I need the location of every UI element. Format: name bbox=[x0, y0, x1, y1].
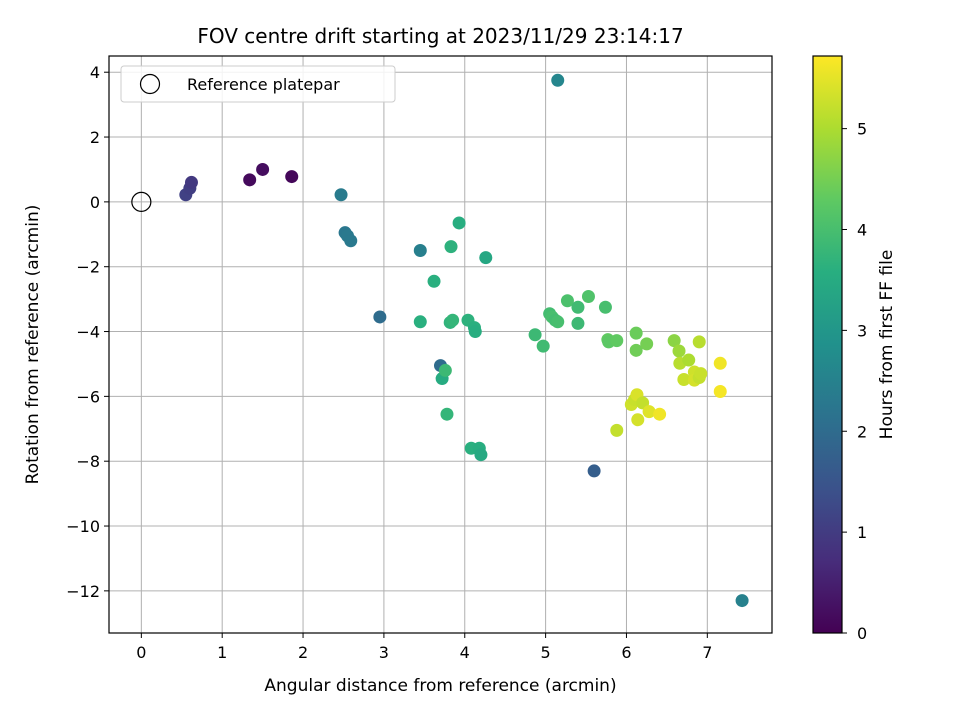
y-axis-label: Rotation from reference (arcmin) bbox=[23, 205, 43, 485]
y-tick-label: 2 bbox=[90, 128, 100, 147]
x-tick-label: 7 bbox=[702, 643, 712, 662]
legend-box bbox=[120, 65, 396, 103]
colorbar-tick-label: 5 bbox=[857, 120, 867, 139]
data-point bbox=[427, 274, 441, 288]
data-point bbox=[285, 170, 299, 184]
colorbar-gradient bbox=[813, 56, 842, 633]
data-point bbox=[692, 335, 706, 349]
x-tick-label: 3 bbox=[379, 643, 389, 662]
data-point bbox=[587, 464, 601, 478]
data-point bbox=[551, 73, 565, 87]
data-point bbox=[713, 385, 727, 399]
data-point bbox=[667, 334, 681, 348]
data-point bbox=[444, 240, 458, 254]
colorbar-tick-label: 3 bbox=[857, 321, 867, 340]
data-point bbox=[581, 290, 595, 304]
data-point bbox=[551, 315, 565, 329]
x-tick-label: 6 bbox=[621, 643, 631, 662]
colorbar-tick-label: 0 bbox=[857, 624, 867, 643]
y-tick-label: −6 bbox=[76, 387, 100, 406]
data-point bbox=[373, 310, 387, 324]
colorbar-label: Hours from first FF file bbox=[877, 250, 897, 440]
data-point bbox=[672, 344, 686, 358]
data-point bbox=[479, 251, 493, 265]
data-point bbox=[446, 313, 460, 327]
data-point bbox=[184, 175, 198, 189]
x-tick-label: 5 bbox=[541, 643, 551, 662]
data-point bbox=[438, 363, 452, 377]
legend-label-reference: Reference platepar bbox=[187, 75, 340, 94]
data-point bbox=[598, 300, 612, 314]
data-point bbox=[713, 356, 727, 370]
x-tick-label: 0 bbox=[136, 643, 146, 662]
colorbar-tick-label: 2 bbox=[857, 422, 867, 441]
plot-area-frame bbox=[108, 55, 773, 634]
data-point bbox=[440, 407, 454, 421]
data-point bbox=[642, 405, 656, 419]
y-tick-label: −12 bbox=[66, 582, 100, 601]
legend: Reference platepar bbox=[120, 65, 396, 103]
data-point bbox=[452, 216, 466, 230]
data-point bbox=[243, 173, 257, 187]
y-tick-label: −4 bbox=[76, 323, 100, 342]
y-axis-ticks: 4 2 0 −2 −4 −6 −8 −10 −12 bbox=[66, 63, 109, 601]
reference-platepar-marker bbox=[131, 191, 152, 212]
data-point bbox=[344, 234, 358, 248]
data-point bbox=[735, 594, 749, 608]
colorbar-tick-label: 4 bbox=[857, 221, 867, 240]
x-tick-label: 1 bbox=[217, 643, 227, 662]
data-point bbox=[629, 343, 643, 357]
x-axis-ticks: 0 1 2 3 4 5 6 7 bbox=[136, 633, 712, 662]
data-point bbox=[682, 353, 696, 367]
x-axis-label: Angular distance from reference (arcmin) bbox=[264, 676, 616, 696]
data-point bbox=[474, 448, 488, 462]
data-point bbox=[571, 300, 585, 314]
x-tick-label: 2 bbox=[298, 643, 308, 662]
x-tick-label: 4 bbox=[460, 643, 470, 662]
data-point bbox=[640, 337, 654, 351]
data-point bbox=[571, 316, 585, 330]
data-point bbox=[256, 162, 270, 176]
data-point bbox=[536, 339, 550, 353]
colorbar: 0 1 2 3 4 5 Hours from first FF file bbox=[812, 55, 897, 643]
y-tick-label: −2 bbox=[76, 258, 100, 277]
y-tick-label: −10 bbox=[66, 517, 100, 536]
legend-reference-marker bbox=[139, 73, 161, 95]
data-points bbox=[131, 73, 749, 608]
data-point bbox=[413, 243, 427, 257]
data-point bbox=[610, 423, 624, 437]
chart-title: FOV centre drift starting at 2023/11/29 … bbox=[197, 24, 683, 48]
data-point bbox=[468, 325, 482, 339]
y-tick-label: −8 bbox=[76, 452, 100, 471]
colorbar-tick-label: 1 bbox=[857, 523, 867, 542]
data-point bbox=[629, 326, 643, 340]
data-point bbox=[653, 407, 667, 421]
data-point bbox=[560, 294, 574, 308]
y-tick-label: 4 bbox=[90, 63, 100, 82]
colorbar-frame bbox=[812, 55, 843, 634]
data-point bbox=[694, 367, 708, 381]
data-point bbox=[610, 334, 624, 348]
data-point bbox=[528, 328, 542, 342]
data-point bbox=[413, 315, 427, 329]
data-point bbox=[677, 373, 691, 387]
data-point bbox=[334, 188, 348, 202]
data-point bbox=[631, 413, 645, 427]
colorbar-ticks: 0 1 2 3 4 5 bbox=[842, 120, 867, 643]
y-tick-label: 0 bbox=[90, 193, 100, 212]
